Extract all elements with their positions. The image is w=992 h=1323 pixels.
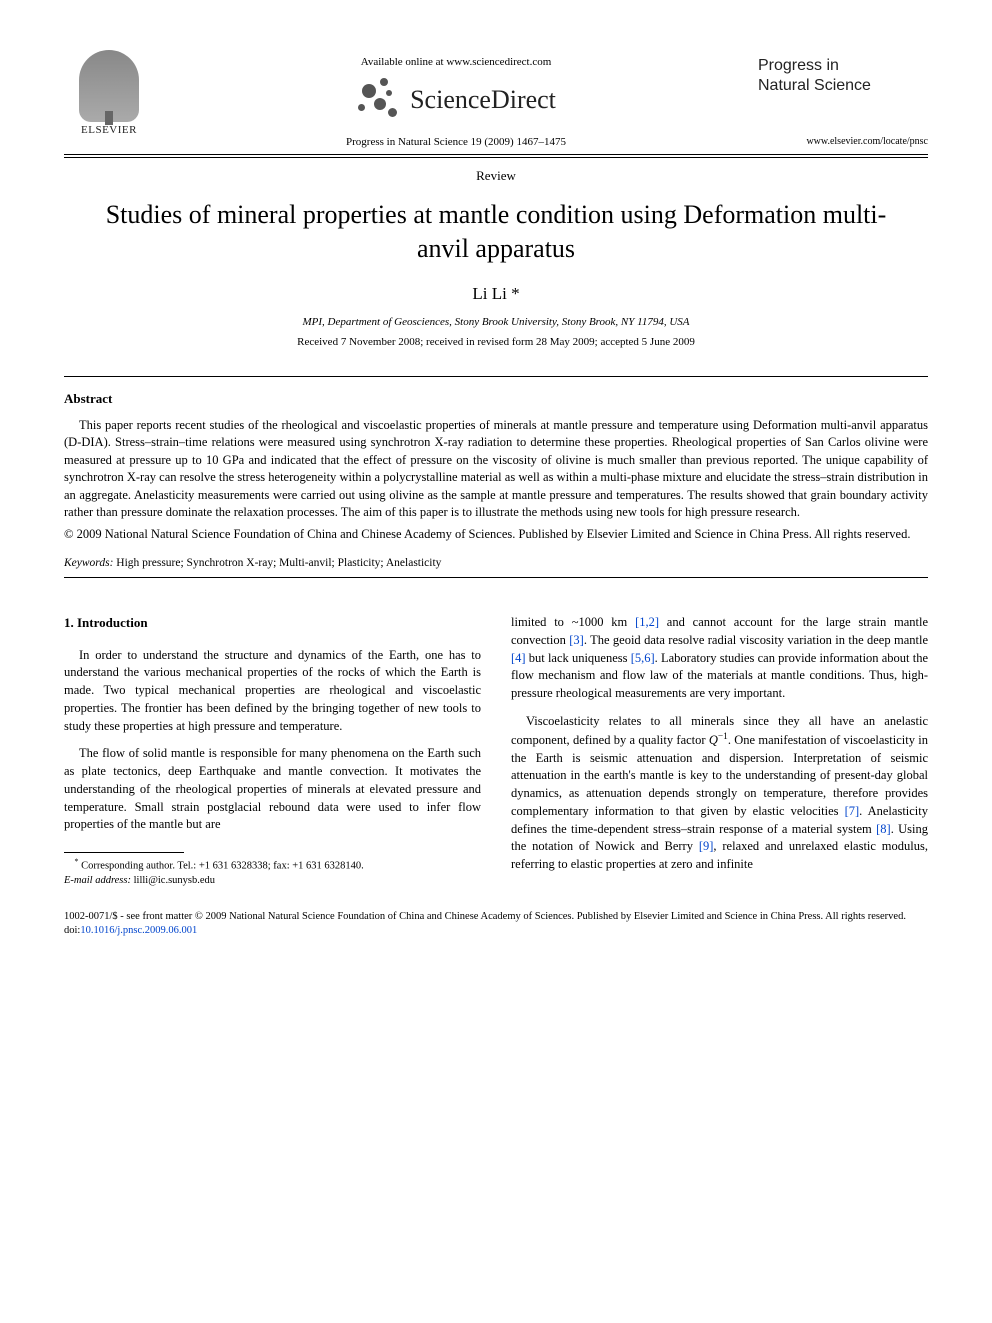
right-header: Progress in Natural Science www.elsevier… — [758, 50, 928, 147]
publisher-label: ELSEVIER — [64, 124, 154, 136]
ref-link-1-2[interactable]: [1,2] — [635, 615, 659, 629]
ref-link-4[interactable]: [4] — [511, 651, 526, 665]
rule-header-top — [64, 154, 928, 155]
section-heading-intro: 1. Introduction — [64, 614, 481, 632]
left-column: 1. Introduction In order to understand t… — [64, 614, 481, 888]
rule-below-keywords — [64, 577, 928, 578]
body-columns: 1. Introduction In order to understand t… — [64, 614, 928, 888]
journal-url: www.elsevier.com/locate/pnsc — [758, 136, 928, 147]
intro-paragraph-2: The flow of solid mantle is responsible … — [64, 745, 481, 834]
text-fragment: limited to ~1000 km — [511, 615, 635, 629]
elsevier-tree-icon — [79, 50, 139, 122]
sciencedirect-wordmark: ScienceDirect — [410, 85, 556, 115]
footnote-marker: * — [75, 857, 79, 866]
q-exponent: −1 — [718, 732, 728, 742]
corresponding-author-footnote: * Corresponding author. Tel.: +1 631 632… — [64, 857, 481, 888]
page: ELSEVIER Available online at www.science… — [0, 0, 992, 968]
footnote-rule — [64, 852, 184, 853]
author-line: Li Li * — [64, 284, 928, 304]
journal-name-line1: Progress in — [758, 57, 839, 74]
intro-paragraph-1: In order to understand the structure and… — [64, 647, 481, 736]
abstract-copyright: © 2009 National Natural Science Foundati… — [64, 526, 928, 544]
ref-link-9[interactable]: [9] — [699, 839, 714, 853]
sciencedirect-dots-icon — [356, 78, 400, 122]
author-marker: * — [511, 284, 520, 303]
doi-link[interactable]: 10.1016/j.pnsc.2009.06.001 — [80, 925, 197, 936]
keywords-label: Keywords: — [64, 557, 113, 569]
email-address: lilli@ic.sunysb.edu — [131, 875, 215, 886]
corresponding-author-text: Corresponding author. Tel.: +1 631 63283… — [81, 861, 364, 872]
intro-paragraph-2-cont: limited to ~1000 km [1,2] and cannot acc… — [511, 614, 928, 703]
footer: 1002-0071/$ - see front matter © 2009 Na… — [64, 910, 928, 938]
front-matter-line: 1002-0071/$ - see front matter © 2009 Na… — [64, 911, 906, 922]
sciencedirect-logo: ScienceDirect — [154, 78, 758, 122]
keywords-line: Keywords: High pressure; Synchrotron X-r… — [64, 557, 928, 569]
ref-link-8[interactable]: [8] — [876, 822, 891, 836]
article-type-label: Review — [64, 168, 928, 184]
ref-link-3[interactable]: [3] — [569, 633, 584, 647]
doi-label: doi: — [64, 925, 80, 936]
header-row: ELSEVIER Available online at www.science… — [64, 50, 928, 148]
center-header: Available online at www.sciencedirect.co… — [154, 50, 758, 148]
intro-paragraph-3: Viscoelasticity relates to all minerals … — [511, 713, 928, 874]
affiliation: MPI, Department of Geosciences, Stony Br… — [64, 316, 928, 328]
email-label: E-mail address: — [64, 875, 131, 886]
publisher-block: ELSEVIER — [64, 50, 154, 136]
article-dates: Received 7 November 2008; received in re… — [64, 336, 928, 348]
text-fragment: . The geoid data resolve radial viscosit… — [584, 633, 928, 647]
q-symbol: Q — [709, 733, 718, 747]
abstract-body: This paper reports recent studies of the… — [64, 417, 928, 522]
abstract-heading: Abstract — [64, 391, 928, 407]
keywords-text: High pressure; Synchrotron X-ray; Multi-… — [113, 557, 441, 569]
article-title: Studies of mineral properties at mantle … — [104, 198, 888, 266]
rule-above-abstract — [64, 376, 928, 377]
author-name: Li Li — [472, 284, 506, 303]
rule-header-bottom — [64, 157, 928, 158]
right-column: limited to ~1000 km [1,2] and cannot acc… — [511, 614, 928, 888]
ref-link-5-6[interactable]: [5,6] — [631, 651, 655, 665]
journal-reference: Progress in Natural Science 19 (2009) 14… — [154, 136, 758, 148]
journal-name-line2: Natural Science — [758, 77, 871, 94]
journal-name: Progress in Natural Science — [758, 56, 928, 96]
available-online-line: Available online at www.sciencedirect.co… — [154, 56, 758, 68]
ref-link-7[interactable]: [7] — [845, 804, 860, 818]
text-fragment: but lack uniqueness — [526, 651, 631, 665]
